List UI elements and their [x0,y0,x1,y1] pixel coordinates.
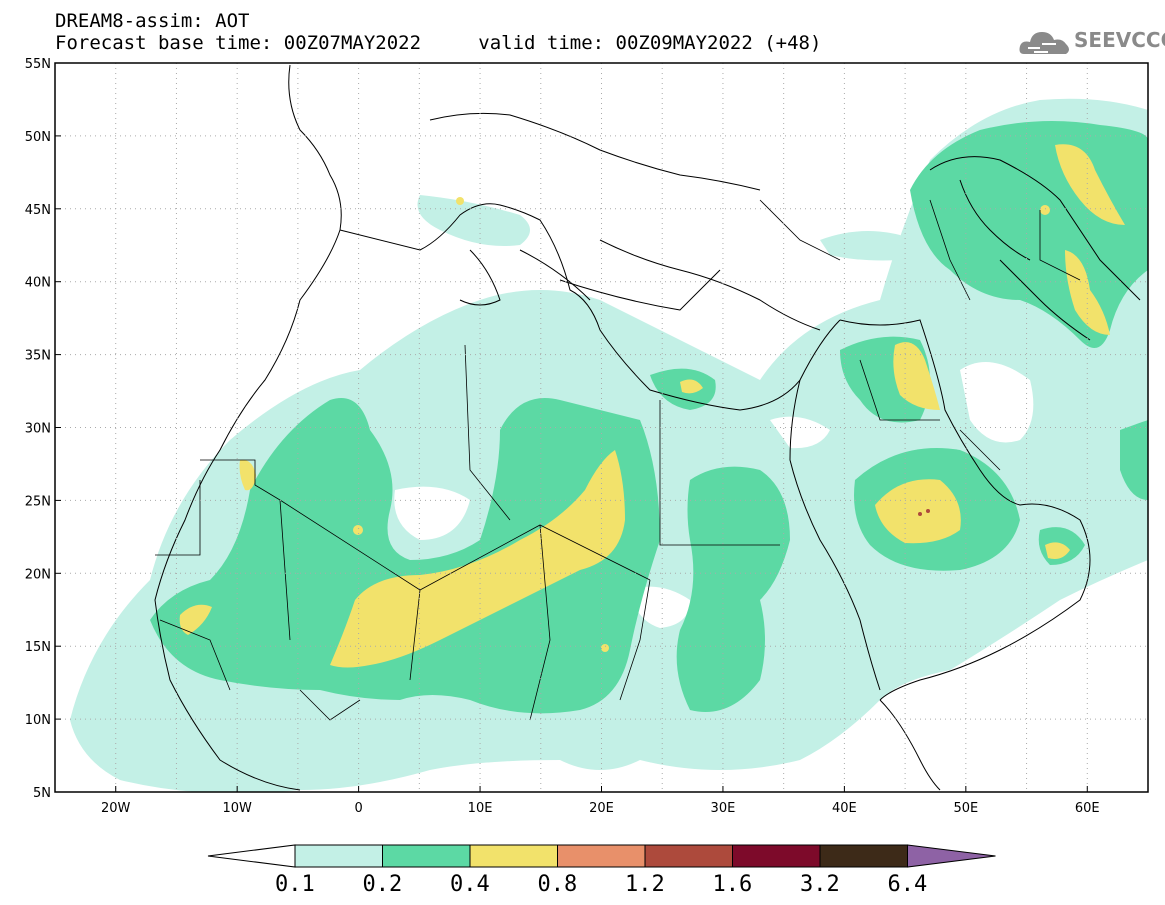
lat-tick-label: 5N [33,786,51,801]
colorbar-level-label: 0.8 [537,872,578,897]
aot-field [70,64,1148,792]
colorbar-arrow-right [907,844,996,868]
lon-tick-label: 60E [1075,801,1100,816]
valid-time: valid time: 00Z09MAY2022 (+48) [478,32,822,54]
chart-title: DREAM8-assim: AOT [55,10,250,32]
seevccc-logo: SEEVCCC [1018,24,1165,58]
lon-axis: 20W 10W 0 10E 20E 30E 40E 50E 60E [101,801,1100,816]
colorbar-level-label: 0.2 [362,872,403,897]
coastlines [154,64,1141,791]
colorbar-segment [469,844,558,868]
lat-tick-label: 55N [25,57,51,72]
lat-tick-label: 40N [25,276,51,291]
colorbar-level-label: 6.4 [887,872,928,897]
lat-tick-label: 10N [25,713,51,728]
colorbar-segment [819,844,908,868]
lat-tick-label: 15N [25,640,51,655]
colorbar-level-label: 0.4 [450,872,490,897]
colorbar-segment [644,844,733,868]
logo-text: SEEVCCC [1074,28,1165,52]
colorbar-level-label: 1.6 [712,872,753,897]
lon-tick-label: 20W [101,801,131,816]
lon-tick-label: 10W [222,801,252,816]
chart-subtitle: Forecast base time: 00Z07MAY2022 valid t… [55,32,821,54]
colorbar-segment [382,844,471,868]
lon-tick-label: 0 [354,801,362,816]
lat-tick-label: 50N [25,130,51,145]
lat-tick-label: 30N [25,422,51,437]
lat-tick-label: 45N [25,203,51,218]
country-borders [155,199,1081,721]
lon-tick-label: 30E [711,801,736,816]
lon-tick-label: 40E [832,801,857,816]
lat-tick-label: 35N [25,349,51,364]
lat-tick-label: 20N [25,567,51,582]
colorbar-segment [732,844,821,868]
lat-axis: 55N 50N 45N 40N 35N 30N 25N 20N 15N 10N 5N [25,57,51,801]
axis-ticks [55,62,1088,793]
lat-tick-label: 25N [25,494,51,509]
lon-tick-label: 10E [468,801,493,816]
cloud-icon [1019,32,1069,54]
colorbar-level-label: 3.2 [800,872,840,897]
colorbar-segment [294,844,383,868]
colorbar [207,844,996,868]
graticule [55,63,1148,792]
colorbar-segment [557,844,646,868]
colorbar-arrow-left [207,844,296,868]
base-time: Forecast base time: 00Z07MAY2022 [55,32,422,54]
lon-tick-label: 20E [589,801,614,816]
lon-tick-label: 50E [953,801,978,816]
colorbar-level-label: 0.1 [275,872,315,897]
colorbar-level-label: 1.2 [625,872,665,897]
